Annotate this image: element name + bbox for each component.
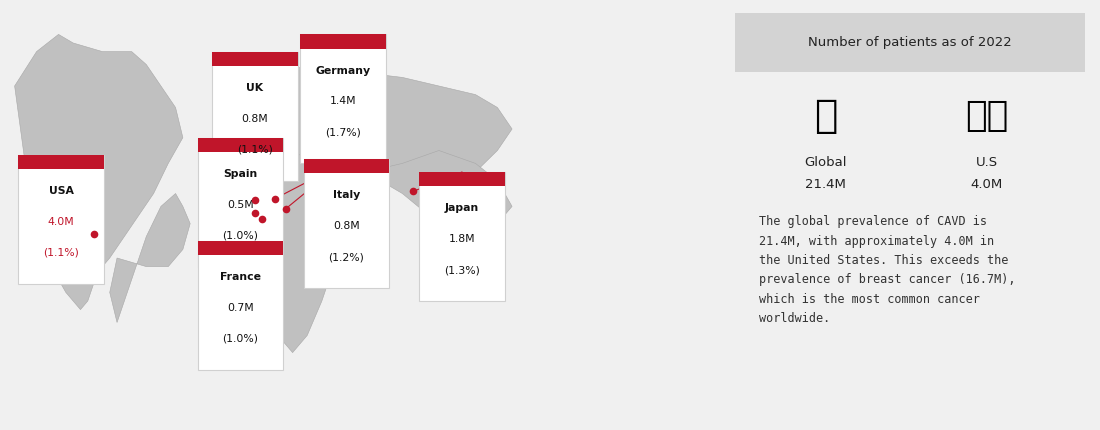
Bar bbox=[300, 34, 385, 49]
Text: (1.2%): (1.2%) bbox=[329, 252, 364, 262]
Text: Number of patients as of 2022: Number of patients as of 2022 bbox=[807, 36, 1012, 49]
Polygon shape bbox=[365, 150, 512, 237]
Bar bbox=[198, 138, 283, 152]
Bar bbox=[300, 34, 385, 163]
Bar bbox=[419, 172, 505, 186]
Text: Germany: Germany bbox=[315, 65, 371, 76]
Text: USA: USA bbox=[48, 186, 74, 196]
Text: UK: UK bbox=[246, 83, 264, 93]
Text: France: France bbox=[220, 272, 261, 282]
Text: Spain: Spain bbox=[223, 169, 257, 179]
Text: 0.5M: 0.5M bbox=[227, 200, 254, 210]
Bar bbox=[198, 241, 283, 370]
Text: 0.8M: 0.8M bbox=[333, 221, 360, 231]
Polygon shape bbox=[425, 258, 497, 301]
Polygon shape bbox=[241, 64, 512, 194]
Bar bbox=[19, 155, 103, 284]
Text: (1.7%): (1.7%) bbox=[324, 127, 361, 138]
Text: (1.3%): (1.3%) bbox=[444, 265, 480, 275]
Text: 4.0M: 4.0M bbox=[970, 178, 1003, 191]
Polygon shape bbox=[241, 155, 351, 353]
Bar bbox=[198, 241, 283, 255]
Polygon shape bbox=[14, 34, 183, 310]
Bar bbox=[212, 52, 298, 66]
Text: 🌐: 🌐 bbox=[814, 97, 837, 135]
Text: (1.1%): (1.1%) bbox=[43, 248, 79, 258]
Text: (1.1%): (1.1%) bbox=[236, 144, 273, 155]
Polygon shape bbox=[110, 194, 190, 322]
Text: 🇺🇸: 🇺🇸 bbox=[965, 99, 1009, 133]
Bar bbox=[419, 172, 505, 301]
Text: 1.4M: 1.4M bbox=[329, 96, 356, 107]
Text: (1.0%): (1.0%) bbox=[222, 230, 258, 241]
Bar bbox=[19, 155, 103, 169]
Text: 0.7M: 0.7M bbox=[227, 303, 254, 313]
Bar bbox=[735, 13, 1085, 71]
Text: Japan: Japan bbox=[444, 203, 480, 213]
Text: 1.8M: 1.8M bbox=[449, 234, 475, 244]
Text: Global: Global bbox=[804, 156, 847, 169]
Text: U.S: U.S bbox=[976, 156, 998, 169]
Text: (1.0%): (1.0%) bbox=[222, 334, 258, 344]
Text: 4.0M: 4.0M bbox=[47, 217, 75, 227]
Bar bbox=[212, 52, 298, 181]
Text: 21.4M: 21.4M bbox=[805, 178, 846, 191]
Bar bbox=[304, 159, 389, 288]
Text: Italy: Italy bbox=[332, 190, 360, 200]
Bar bbox=[304, 159, 389, 173]
Bar bbox=[198, 138, 283, 267]
Text: 0.8M: 0.8M bbox=[242, 114, 268, 124]
Text: The global prevalence of CAVD is
21.4M, with approximately 4.0M in
the United St: The global prevalence of CAVD is 21.4M, … bbox=[759, 215, 1015, 326]
